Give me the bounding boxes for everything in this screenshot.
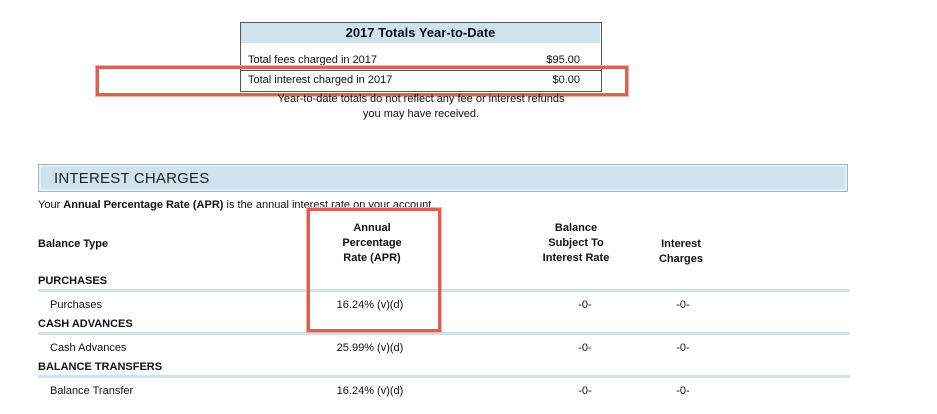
row-cash-advances-apr: 25.99% (v)(d) bbox=[336, 342, 404, 354]
ytd-interest-value: $0.00 bbox=[552, 74, 580, 86]
section-rule bbox=[38, 332, 850, 335]
ytd-title: 2017 Totals Year-to-Date bbox=[241, 23, 600, 43]
ytd-interest-label: Total interest charged in 2017 bbox=[248, 74, 393, 86]
row-purchases-label: Purchases bbox=[50, 299, 102, 311]
row-balance-transfer-balance: -0- bbox=[578, 385, 592, 397]
intro-apr-term: Annual Percentage Rate (APR) bbox=[63, 199, 224, 211]
section-rule bbox=[38, 375, 850, 378]
ytd-note-line2: you may have received. bbox=[362, 108, 480, 120]
col-subject-line2: Subject To bbox=[548, 237, 604, 249]
interest-charges-title: INTEREST CHARGES bbox=[54, 170, 210, 187]
row-purchases-balance: -0- bbox=[578, 299, 592, 311]
col-balance-subject: Balance Subject To Interest Rate bbox=[526, 221, 626, 266]
col-charges-line2: Charges bbox=[658, 253, 704, 265]
row-cash-advances-balance: -0- bbox=[578, 342, 592, 354]
ytd-interest-row: Total interest charged in 2017 $0.00 bbox=[248, 74, 580, 86]
ytd-fees-row: Total fees charged in 2017 $95.00 bbox=[248, 54, 580, 66]
row-balance-transfer-apr: 16.24% (v)(d) bbox=[336, 385, 404, 397]
row-balance-transfer-label: Balance Transfer bbox=[50, 385, 134, 397]
row-cash-advances-label: Cash Advances bbox=[50, 342, 127, 354]
col-apr: Annual Percentage Rate (APR) bbox=[322, 221, 422, 266]
ytd-note-line1: Year-to-date totals do not reflect any f… bbox=[277, 93, 565, 105]
highlight-apr-column bbox=[307, 208, 441, 332]
col-subject-line3: Interest Rate bbox=[542, 252, 610, 264]
ytd-fees-label: Total fees charged in 2017 bbox=[248, 54, 378, 66]
section-rule bbox=[38, 289, 850, 292]
interest-charges-header-bar bbox=[38, 164, 848, 192]
section-purchases: PURCHASES bbox=[38, 275, 108, 287]
section-cash-advances: CASH ADVANCES bbox=[38, 318, 133, 330]
col-apr-line2: Percentage bbox=[342, 237, 402, 249]
col-apr-line3: Rate (APR) bbox=[343, 252, 401, 264]
ytd-totals-box bbox=[240, 22, 602, 92]
highlight-interest-total bbox=[96, 66, 628, 96]
col-apr-line1: Annual bbox=[353, 222, 391, 234]
row-balance-transfer-charges: -0- bbox=[676, 385, 690, 397]
ytd-note: Year-to-date totals do not reflect any f… bbox=[240, 92, 602, 122]
row-purchases-charges: -0- bbox=[676, 299, 690, 311]
row-cash-advances-charges: -0- bbox=[676, 342, 690, 354]
intro-prefix: Your bbox=[38, 199, 64, 211]
section-balance-transfers: BALANCE TRANSFERS bbox=[38, 361, 163, 373]
col-interest-charges: Interest Charges bbox=[641, 237, 721, 267]
col-subject-line1: Balance bbox=[554, 222, 598, 234]
col-charges-line1: Interest bbox=[661, 238, 701, 250]
ytd-separator bbox=[240, 70, 602, 71]
ytd-fees-value: $95.00 bbox=[546, 54, 580, 66]
col-balance-type: Balance Type bbox=[38, 238, 109, 250]
row-purchases-apr: 16.24% (v)(d) bbox=[336, 299, 404, 311]
